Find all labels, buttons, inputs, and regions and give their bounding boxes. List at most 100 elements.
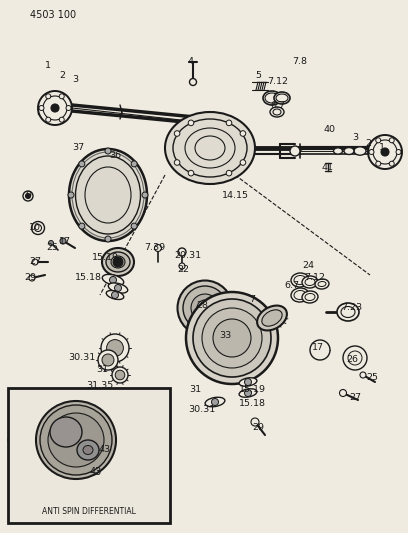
Circle shape (131, 161, 137, 167)
Circle shape (31, 222, 44, 235)
Circle shape (396, 149, 401, 155)
Circle shape (101, 334, 129, 362)
Text: 29: 29 (24, 273, 36, 282)
Ellipse shape (205, 397, 225, 407)
Circle shape (240, 131, 246, 136)
Ellipse shape (165, 112, 255, 184)
Text: 7.39: 7.39 (144, 244, 166, 253)
Text: 14.15: 14.15 (222, 190, 248, 199)
Ellipse shape (183, 286, 227, 330)
Ellipse shape (48, 413, 104, 467)
Ellipse shape (50, 417, 82, 447)
Text: 15.18: 15.18 (75, 273, 102, 282)
Circle shape (51, 104, 59, 112)
Text: 7.8: 7.8 (293, 58, 308, 67)
Circle shape (251, 418, 259, 426)
Circle shape (49, 240, 53, 246)
Circle shape (23, 191, 33, 201)
Text: 5: 5 (255, 70, 261, 79)
Ellipse shape (257, 305, 287, 330)
Circle shape (59, 117, 64, 122)
Text: 27: 27 (29, 257, 41, 266)
Text: 26: 26 (346, 356, 358, 365)
Ellipse shape (202, 308, 262, 368)
Circle shape (142, 192, 148, 198)
Text: 2: 2 (365, 139, 371, 148)
Circle shape (343, 346, 367, 370)
Text: 1: 1 (379, 143, 385, 152)
Circle shape (60, 238, 66, 244)
Ellipse shape (354, 147, 366, 155)
Text: 6.7: 6.7 (271, 101, 286, 109)
Circle shape (98, 350, 118, 370)
Ellipse shape (193, 299, 271, 377)
Text: 7: 7 (249, 295, 255, 304)
Text: 29: 29 (252, 424, 264, 432)
Ellipse shape (77, 440, 99, 460)
Circle shape (102, 354, 114, 366)
Ellipse shape (315, 279, 329, 289)
Ellipse shape (108, 283, 128, 293)
Text: 28: 28 (196, 301, 208, 310)
Ellipse shape (102, 274, 124, 286)
Circle shape (368, 135, 402, 169)
Circle shape (46, 94, 51, 99)
Circle shape (115, 370, 125, 380)
Circle shape (25, 193, 31, 198)
Text: 1: 1 (45, 61, 51, 69)
Ellipse shape (36, 401, 116, 479)
Text: 43: 43 (90, 467, 102, 477)
Circle shape (106, 340, 123, 357)
Circle shape (389, 161, 394, 166)
Circle shape (112, 367, 128, 383)
Text: 15.19: 15.19 (239, 385, 266, 394)
Ellipse shape (186, 292, 278, 384)
Ellipse shape (83, 446, 93, 455)
Text: 7.12: 7.12 (304, 273, 326, 282)
Ellipse shape (106, 252, 130, 272)
Text: 25: 25 (46, 244, 58, 253)
Circle shape (373, 140, 397, 164)
Ellipse shape (262, 310, 282, 326)
Circle shape (244, 378, 251, 385)
Circle shape (105, 236, 111, 242)
Ellipse shape (191, 294, 219, 322)
Circle shape (381, 148, 389, 156)
Circle shape (109, 277, 117, 284)
Text: 24: 24 (302, 261, 314, 270)
Text: 41: 41 (322, 164, 334, 173)
Text: 30.31: 30.31 (188, 406, 215, 415)
Text: 4503 100: 4503 100 (30, 10, 76, 20)
Circle shape (68, 192, 74, 198)
Ellipse shape (291, 288, 309, 302)
Text: 3: 3 (72, 76, 78, 85)
Circle shape (79, 161, 85, 167)
Circle shape (376, 161, 381, 166)
Bar (8, 388, 170, 523)
Circle shape (174, 160, 180, 165)
Ellipse shape (274, 92, 290, 104)
Circle shape (389, 138, 394, 143)
Circle shape (188, 171, 194, 176)
Circle shape (174, 131, 180, 136)
Circle shape (360, 372, 366, 378)
Circle shape (35, 224, 42, 231)
Circle shape (226, 120, 232, 126)
Text: 31.35: 31.35 (86, 381, 113, 390)
Text: 27: 27 (349, 393, 361, 402)
Circle shape (79, 223, 85, 229)
Circle shape (310, 340, 330, 360)
Ellipse shape (344, 148, 354, 155)
Circle shape (155, 245, 162, 252)
Ellipse shape (302, 291, 318, 303)
Circle shape (226, 171, 232, 176)
Circle shape (32, 259, 38, 265)
Text: 37: 37 (72, 143, 84, 152)
Text: 40: 40 (324, 125, 336, 134)
Circle shape (188, 120, 194, 126)
Ellipse shape (106, 290, 124, 300)
Ellipse shape (102, 248, 134, 276)
Ellipse shape (333, 148, 342, 154)
Ellipse shape (177, 280, 233, 335)
Circle shape (111, 292, 118, 298)
